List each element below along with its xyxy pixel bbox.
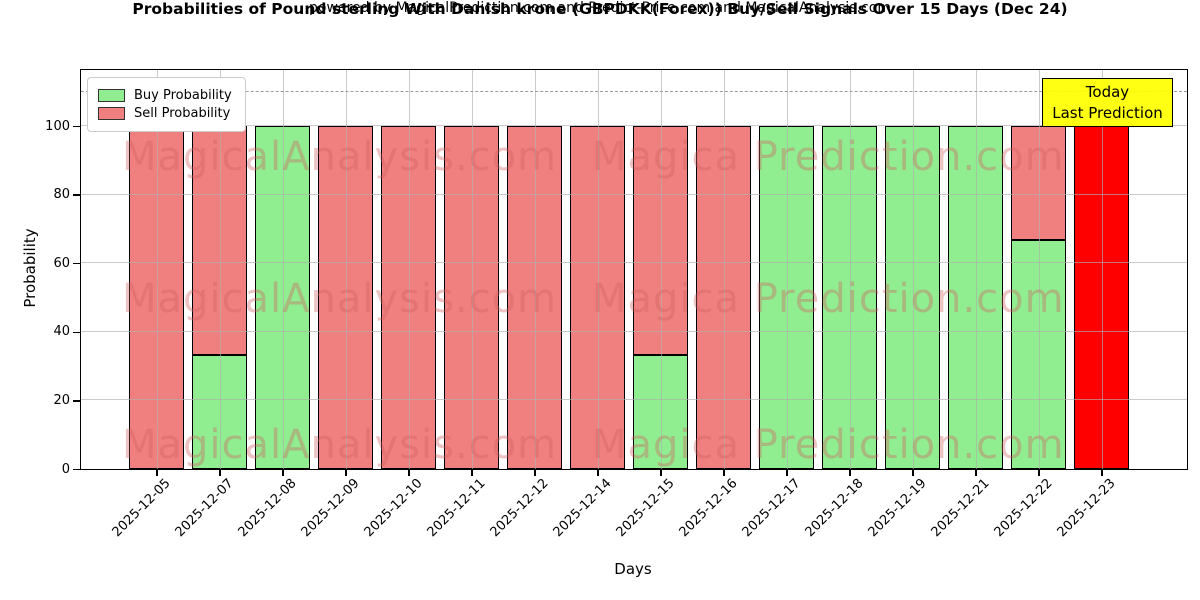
horizontal-gridline: [81, 262, 1187, 264]
vertical-gridline: [660, 70, 662, 469]
horizontal-gridline: [81, 399, 1187, 401]
chart-subtitle: powered by MagicalPrediction.com and Pre…: [309, 0, 891, 16]
legend-item: Sell Probability: [98, 106, 235, 121]
vertical-gridline: [786, 70, 788, 469]
vertical-gridline: [723, 70, 725, 469]
x-tick-mark: [345, 469, 347, 476]
y-tick-mark: [73, 125, 80, 128]
threshold-dashed-line: [81, 91, 1187, 92]
vertical-gridline: [597, 70, 599, 469]
vertical-gridline: [534, 70, 536, 469]
watermark-analysis: MagicalAnalysis.com: [122, 276, 558, 322]
vertical-gridline: [408, 70, 410, 469]
x-tick-mark: [975, 469, 977, 476]
x-tick-mark: [1101, 469, 1103, 476]
x-tick-mark: [219, 469, 221, 476]
vertical-gridline: [912, 70, 914, 469]
vertical-gridline: [471, 70, 473, 469]
legend-item: Buy Probability: [98, 88, 235, 103]
x-tick-mark: [534, 469, 536, 476]
vertical-gridline: [849, 70, 851, 469]
x-tick-mark: [471, 469, 473, 476]
y-tick-mark: [73, 331, 80, 334]
y-tick-label: 20: [53, 392, 70, 408]
vertical-gridline: [345, 70, 347, 469]
legend-swatch-sell: [98, 107, 125, 120]
legend-label: Buy Probability: [134, 88, 232, 103]
watermark-analysis: MagicalAnalysis.com: [122, 422, 558, 468]
horizontal-gridline: [81, 330, 1187, 332]
y-tick-label: 80: [53, 187, 70, 203]
x-tick-mark: [723, 469, 725, 476]
y-tick-label: 0: [61, 461, 70, 477]
y-tick-label: 100: [45, 118, 70, 134]
vertical-gridline: [282, 70, 284, 469]
y-tick-mark: [73, 262, 80, 265]
watermark-prediction: Magica Prediction.com: [592, 276, 1065, 322]
watermark-prediction: Magica Prediction.com: [592, 422, 1065, 468]
x-tick-mark: [156, 469, 158, 476]
y-tick-mark: [73, 194, 80, 196]
x-tick-mark: [408, 469, 410, 476]
horizontal-gridline: [81, 193, 1187, 195]
y-tick-mark: [73, 468, 80, 471]
vertical-gridline: [1038, 70, 1040, 469]
x-tick-mark: [1038, 469, 1040, 476]
vertical-gridline: [219, 70, 221, 469]
vertical-gridline: [1101, 70, 1103, 469]
x-tick-mark: [282, 469, 284, 476]
today-annotation-line1: Today: [1085, 82, 1130, 101]
legend: Buy Probability Sell Probability: [87, 77, 246, 132]
x-tick-mark: [660, 469, 662, 476]
y-axis-title: Probability: [21, 228, 39, 308]
today-annotation: Today Last Prediction: [1042, 78, 1173, 127]
horizontal-gridline: [81, 125, 1187, 126]
x-tick-mark: [597, 469, 599, 476]
vertical-gridline: [156, 70, 158, 469]
y-tick-label: 60: [53, 255, 70, 271]
vertical-gridline: [975, 70, 977, 469]
x-tick-mark: [786, 469, 788, 476]
x-tick-mark: [912, 469, 914, 476]
grid-layer: [81, 70, 1187, 469]
watermark-analysis: MagicalAnalysis.com: [122, 134, 558, 180]
y-tick-label: 40: [53, 324, 70, 340]
chart-title: Probabilities of Pound sterling With Dan…: [132, 0, 1068, 18]
plot-area: [80, 69, 1188, 470]
legend-label: Sell Probability: [134, 106, 231, 121]
x-tick-mark: [849, 469, 851, 476]
legend-swatch-buy: [98, 89, 125, 102]
watermark-prediction: Magica Prediction.com: [592, 134, 1065, 180]
x-axis-title: Days: [614, 560, 652, 578]
y-tick-mark: [73, 400, 80, 402]
today-annotation-line2: Last Prediction: [1052, 103, 1163, 122]
